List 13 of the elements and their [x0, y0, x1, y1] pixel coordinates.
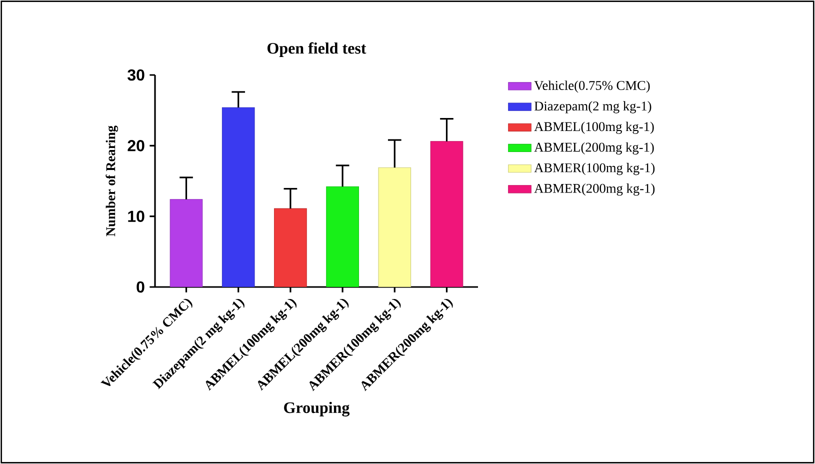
chart-title: Open field test: [268, 42, 366, 57]
legend-label: Diazepam(2 mg kg-1): [534, 101, 652, 114]
legend-label: ABMEL(200mg kg-1): [534, 142, 654, 154]
y-tick-label: 10: [128, 210, 144, 222]
x-axis-title: Grouping: [284, 402, 350, 416]
legend-label: ABMER(100mg kg-1): [534, 162, 655, 176]
legend-label: ABMER(200mg kg-1): [534, 184, 655, 196]
legend-label: ABMEL(100mg kg-1): [534, 122, 654, 134]
legend-label: Vehicle(0.75% CMC): [534, 80, 650, 93]
y-tick-label: 20: [128, 140, 144, 152]
y-tick-label: 0: [136, 281, 144, 293]
y-axis-title: Number of Rearing: [106, 126, 118, 236]
y-tick-label: 30: [128, 69, 144, 81]
